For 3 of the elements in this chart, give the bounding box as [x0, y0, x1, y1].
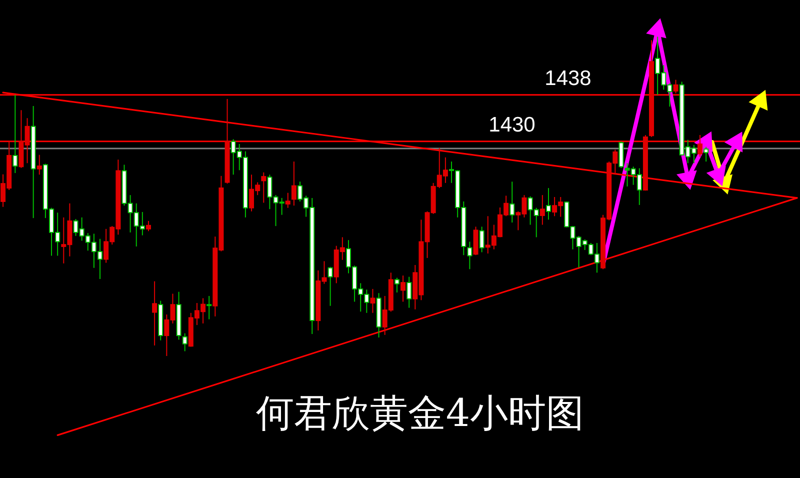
annotation: 1438	[544, 67, 592, 90]
text: 何君欣黄金4小时图	[254, 390, 586, 437]
annotation: 1430	[488, 114, 536, 137]
